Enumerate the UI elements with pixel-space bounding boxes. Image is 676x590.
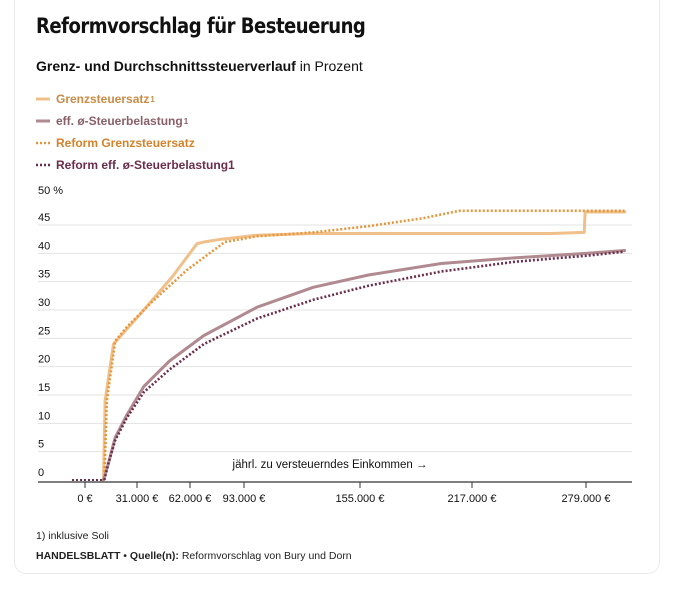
y-tick-label: 35 <box>38 269 50 281</box>
legend-item-reform-eff-steuerbelastung: Reform eff. ø-Steuerbelastung1 <box>36 154 235 176</box>
y-tick-label: 5 <box>38 439 44 451</box>
legend-item-eff-steuerbelastung: eff. ø-Steuerbelastung 1 <box>36 110 235 132</box>
legend-label: Grenzsteuersatz <box>56 92 150 106</box>
y-tick-label: 30 <box>38 297 50 309</box>
source-brand: HANDELSBLATT <box>36 550 121 562</box>
subtitle-rest: in Prozent <box>295 58 363 74</box>
legend: Grenzsteuersatz 1 eff. ø-Steuerbelastung 1… <box>36 88 235 176</box>
legend-sup: 1 <box>183 116 189 126</box>
legend-item-grenzsteuersatz: Grenzsteuersatz 1 <box>36 88 235 110</box>
chart-title: Reformvorschlag für Besteuerung <box>36 14 366 38</box>
x-tick-label: 0 € <box>77 493 92 505</box>
source-label: Quelle(n): <box>129 550 179 562</box>
series-line-reform-grenzsteuersatz <box>103 209 625 481</box>
legend-sup: 1 <box>150 94 155 104</box>
x-tick-label: 155.000 € <box>336 493 385 505</box>
legend-label: Reform eff. ø-Steuerbelastung1 <box>56 158 235 172</box>
y-tick-label: 10 <box>38 410 50 422</box>
chart-subtitle: Grenz- und Durchschnittssteuerverlauf in… <box>36 58 363 74</box>
source-text: Reformvorschlag von Bury und Dorn <box>178 550 352 562</box>
x-tick-label: 93.000 € <box>223 493 266 505</box>
y-tick-label: 45 <box>38 212 50 224</box>
legend-label: Reform Grenzsteuersatz <box>56 136 195 150</box>
x-tick-label: 31.000 € <box>116 493 159 505</box>
source-separator: • <box>120 550 130 562</box>
series-line-reform-eff-steuerbelastung1 <box>103 250 625 481</box>
footnote: 1) inklusive Soli <box>36 530 109 542</box>
legend-item-reform-grenzsteuersatz: Reform Grenzsteuersatz <box>36 132 235 154</box>
x-tick-label: 62.000 € <box>169 493 212 505</box>
x-axis-annotation: jährl. zu versteuerndes Einkommen → <box>232 459 428 471</box>
legend-swatch-solid-light-orange <box>36 97 50 101</box>
y-tick-label: 15 <box>38 382 50 394</box>
x-tick-label: 279.000 € <box>562 493 611 505</box>
legend-swatch-solid-mauve <box>36 119 50 123</box>
y-unit-label: 50 % <box>38 185 63 197</box>
y-tick-label: 25 <box>38 325 50 337</box>
subtitle-bold: Grenz- und Durchschnittssteuerverlauf <box>36 58 296 74</box>
chart-card <box>14 0 660 574</box>
source-line: HANDELSBLATT • Quelle(n): Reformvorschla… <box>36 550 352 562</box>
y-tick-label: 40 <box>38 240 50 252</box>
y-tick-label: 0 <box>38 467 44 479</box>
y-tick-label: 20 <box>38 354 50 366</box>
legend-label: eff. ø-Steuerbelastung <box>56 114 183 128</box>
series-line-eff-steuerbelastung <box>102 249 627 482</box>
x-tick-label: 217.000 € <box>448 493 497 505</box>
series-line-grenzsteuersatz <box>102 210 627 482</box>
